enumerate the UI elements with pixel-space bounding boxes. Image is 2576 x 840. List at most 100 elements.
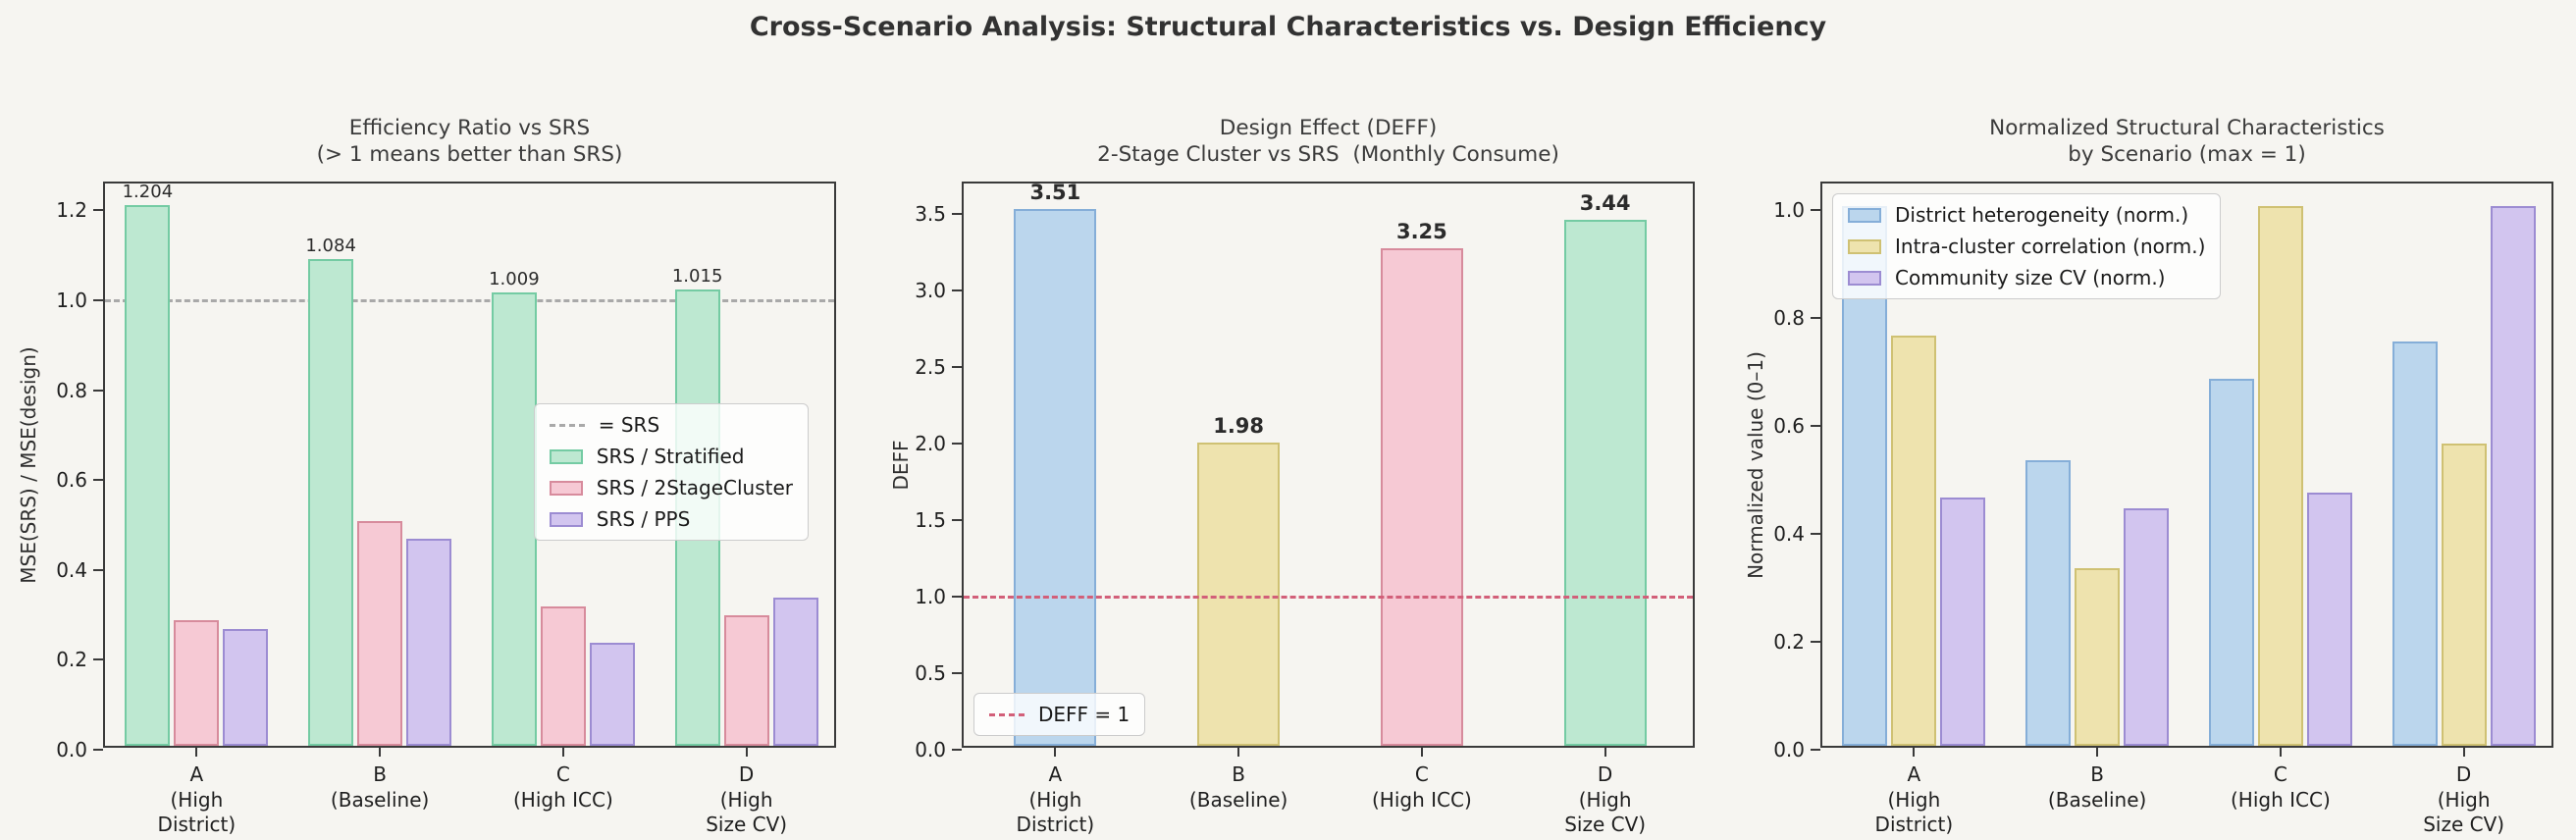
design-effect-title: Design Effect (DEFF) 2-Stage Cluster vs S… bbox=[962, 115, 1695, 168]
design-effect-xtick-mark bbox=[1054, 748, 1057, 757]
efficiency-ratio-xtick-label-line: A bbox=[189, 762, 204, 786]
structural-characteristics-xtick-mark bbox=[2096, 748, 2099, 757]
design-effect-ytick-mark bbox=[952, 443, 962, 445]
efficiency-ratio-bar-2-1 bbox=[174, 620, 220, 746]
structural-characteristics-bar-1-2 bbox=[2025, 460, 2072, 746]
design-effect-bar-1-3 bbox=[1380, 248, 1463, 746]
structural-characteristics-bar-2-2 bbox=[2075, 568, 2121, 746]
efficiency-ratio-bar-1-3 bbox=[491, 292, 537, 746]
structural-characteristics-legend-series-2-patch bbox=[1848, 238, 1881, 254]
structural-characteristics-legend-series-2: Intra-cluster correlation (norm.) bbox=[1848, 235, 2205, 258]
efficiency-ratio-ytick-mark bbox=[93, 390, 103, 392]
design-effect-ytick-label: 3.5 bbox=[915, 202, 946, 226]
design-effect-ytick-label: 0.0 bbox=[915, 738, 946, 761]
efficiency-ratio-xtick-label-line: (High bbox=[719, 787, 773, 812]
design-effect-title-line-2: 2-Stage Cluster vs SRS (Monthly Consume) bbox=[1097, 142, 1559, 167]
structural-characteristics-ytick-label: 0.8 bbox=[1773, 306, 1805, 330]
efficiency-ratio-legend-ref: = SRS bbox=[549, 413, 793, 437]
design-effect-xtick-label-line: (High ICC) bbox=[1371, 787, 1472, 812]
structural-characteristics-ytick-mark bbox=[1811, 425, 1820, 427]
efficiency-ratio-legend-series-2: SRS / 2StageCluster bbox=[549, 476, 793, 499]
efficiency-ratio-xtick-label-line: Size CV) bbox=[706, 813, 788, 836]
efficiency-ratio-title-line-1: Efficiency Ratio vs SRS bbox=[348, 116, 591, 140]
figure-title: Cross-Scenario Analysis: Structural Char… bbox=[749, 12, 1827, 42]
efficiency-ratio-xtick-label: C (High ICC) bbox=[470, 762, 657, 813]
structural-characteristics-xtick-label-line: Size CV) bbox=[2423, 813, 2505, 836]
efficiency-ratio-ytick-label: 1.2 bbox=[56, 198, 87, 222]
design-effect-xtick-label-line: C bbox=[1414, 762, 1429, 786]
efficiency-ratio-xtick-mark bbox=[745, 748, 748, 757]
efficiency-ratio-bar-1-1 bbox=[125, 205, 171, 746]
design-effect-xtick-label-line: B bbox=[1232, 762, 1245, 786]
efficiency-ratio-xtick-label-line: D bbox=[738, 762, 755, 786]
structural-characteristics-xtick-label: D (High Size CV) bbox=[2371, 762, 2557, 838]
design-effect-xtick-label-line: District) bbox=[1016, 813, 1095, 836]
efficiency-ratio-legend-series-3-patch bbox=[549, 511, 583, 527]
efficiency-ratio-xtick-label: D (High Size CV) bbox=[654, 762, 840, 838]
design-effect-xtick-mark bbox=[1237, 748, 1240, 757]
structural-characteristics-xtick-label: B (Baseline) bbox=[2004, 762, 2190, 813]
efficiency-ratio-xtick-label-line: B bbox=[373, 762, 387, 786]
design-effect-xtick-label-line: (High bbox=[1578, 787, 1632, 812]
design-effect-bar-1-4 bbox=[1563, 220, 1647, 746]
efficiency-ratio-title-line-2: (> 1 means better than SRS) bbox=[316, 142, 623, 167]
efficiency-ratio-title: Efficiency Ratio vs SRS (> 1 means better… bbox=[103, 115, 836, 168]
efficiency-ratio-xtick-mark bbox=[561, 748, 564, 757]
structural-characteristics-bar-2-1 bbox=[1891, 336, 1937, 746]
efficiency-ratio-xtick-label-line: (High bbox=[170, 787, 224, 812]
structural-characteristics-ytick-mark bbox=[1811, 533, 1820, 535]
efficiency-ratio-value-label: 1.015 bbox=[671, 266, 723, 287]
design-effect-ytick-mark bbox=[952, 519, 962, 521]
design-effect-legend: DEFF = 1 bbox=[973, 693, 1146, 736]
efficiency-ratio-bar-2-2 bbox=[357, 521, 403, 746]
design-effect-y-axis-label: DEFF bbox=[889, 439, 913, 491]
design-effect-xtick-label-line: A bbox=[1048, 762, 1063, 786]
efficiency-ratio-legend-ref-dash-sample bbox=[549, 423, 585, 427]
structural-characteristics-bar-1-4 bbox=[2392, 341, 2438, 746]
structural-characteristics-bar-1-3 bbox=[2208, 379, 2254, 746]
efficiency-ratio-xtick-label-line: C bbox=[555, 762, 570, 786]
structural-characteristics-ytick-label: 0.4 bbox=[1773, 522, 1805, 546]
efficiency-ratio-ytick-label: 0.4 bbox=[56, 558, 87, 582]
structural-characteristics-legend-series-1-label: District heterogeneity (norm.) bbox=[1895, 203, 2189, 227]
design-effect-ytick-mark bbox=[952, 749, 962, 751]
efficiency-ratio-bar-3-2 bbox=[406, 539, 452, 746]
efficiency-ratio-legend-series-3-label: SRS / PPS bbox=[596, 507, 691, 531]
design-effect-title-line-1: Design Effect (DEFF) bbox=[1219, 116, 1438, 140]
efficiency-ratio-ytick-mark bbox=[93, 658, 103, 660]
structural-characteristics-xtick-label: A (High District) bbox=[1820, 762, 2007, 838]
design-effect-ytick-mark bbox=[952, 596, 962, 598]
design-effect-xtick-label: A (High District) bbox=[962, 762, 1148, 838]
efficiency-ratio-ytick-mark bbox=[93, 749, 103, 751]
design-effect-xtick-label: B (Baseline) bbox=[1145, 762, 1332, 813]
efficiency-ratio-y-axis-label: MSE(SRS) / MSE(design) bbox=[17, 345, 40, 584]
design-effect-axes: 0.0 0.5 1.0 1.5 2.0 2.5 3.0 3.5 A (High District) B… bbox=[915, 181, 1695, 836]
design-effect-legend-ref-label: DEFF = 1 bbox=[1038, 703, 1130, 726]
efficiency-ratio-ytick-label: 0.0 bbox=[56, 738, 87, 761]
efficiency-ratio-ytick-label: 0.2 bbox=[56, 648, 87, 671]
design-effect-xtick-mark bbox=[1420, 748, 1423, 757]
design-effect-ytick-mark bbox=[952, 672, 962, 674]
efficiency-ratio-ytick-mark bbox=[93, 209, 103, 211]
structural-characteristics-xtick-label-line: D bbox=[2455, 762, 2472, 786]
efficiency-ratio-xtick-mark bbox=[195, 748, 198, 757]
structural-characteristics-ytick-mark bbox=[1811, 209, 1820, 211]
efficiency-ratio-ytick-mark bbox=[93, 569, 103, 571]
efficiency-ratio-xtick-label-line: (High ICC) bbox=[512, 787, 613, 812]
structural-characteristics-xtick-label: C (High ICC) bbox=[2187, 762, 2374, 813]
structural-characteristics-legend-series-1: District heterogeneity (norm.) bbox=[1848, 203, 2205, 227]
structural-characteristics-xtick-mark bbox=[1913, 748, 1916, 757]
efficiency-ratio-legend-series-1: SRS / Stratified bbox=[549, 445, 793, 468]
structural-characteristics-xtick-label-line: (High ICC) bbox=[2230, 787, 2331, 812]
structural-characteristics-legend-series-2-label: Intra-cluster correlation (norm.) bbox=[1895, 235, 2206, 258]
structural-characteristics-xtick-label-line: C bbox=[2273, 762, 2287, 786]
efficiency-ratio-bar-2-4 bbox=[723, 615, 769, 746]
efficiency-ratio-legend-series-1-label: SRS / Stratified bbox=[596, 445, 745, 468]
structural-characteristics-xtick-label-line: A bbox=[1907, 762, 1921, 786]
efficiency-ratio-xtick-label: A (High District) bbox=[103, 762, 289, 838]
design-effect-value-label: 3.51 bbox=[1029, 181, 1081, 204]
structural-characteristics-y-axis-label: Normalized value (0–1) bbox=[1744, 350, 1767, 579]
design-effect-reference-line bbox=[964, 596, 1693, 599]
design-effect-xtick-label-line: (High bbox=[1028, 787, 1082, 812]
efficiency-ratio-bar-3-4 bbox=[772, 598, 818, 746]
